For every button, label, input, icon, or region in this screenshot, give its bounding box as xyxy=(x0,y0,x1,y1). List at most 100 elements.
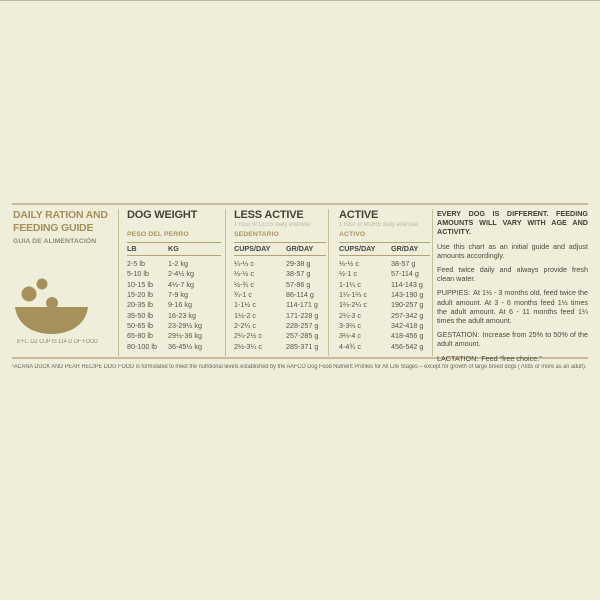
panel-title-line2: FEEDING GUIDE xyxy=(13,221,94,234)
cups-cell: 1¼-1⅔ c xyxy=(339,290,367,300)
kg-cell: 4½-7 kg xyxy=(168,279,194,289)
table-row: ½-¾ c 57-86 g xyxy=(234,280,326,290)
table-row: 15-20 lb 7-9 kg xyxy=(127,290,221,300)
image-top-edge xyxy=(0,0,600,1)
kg-cell: 2-4½ kg xyxy=(168,269,194,279)
grams-cell: 228-257 g xyxy=(286,321,319,331)
dog-bowl-kibble-icon xyxy=(15,278,88,334)
kg-cell: 9-16 kg xyxy=(168,300,192,310)
puppies-label: PUPPIES: xyxy=(437,288,471,298)
cups-cell: 2¼-2½ c xyxy=(234,331,262,341)
lb-cell: 20-35 lb xyxy=(127,300,153,310)
cups-cell: 1-1½ c xyxy=(234,300,256,310)
notes-lactation: LACTATION: Feed “free choice.” xyxy=(437,354,588,363)
grams-cell: 57-114 g xyxy=(391,269,419,279)
table-row: 80-100 lb 36-45½ kg xyxy=(127,342,221,352)
table-row: ⅓-½ c 38-57 g xyxy=(234,269,326,279)
table-row: ⅓-½ c 38-57 g xyxy=(339,259,430,269)
grams-cell: 114-143 g xyxy=(391,279,423,289)
active-exercise-note: 1 hour or MORE daily exercise xyxy=(339,222,419,228)
table-row: 1⅔-2¼ c 190-257 g xyxy=(339,300,430,310)
table-row: 1¼-1⅔ c 143-190 g xyxy=(339,290,430,300)
grams-cell: 29-38 g xyxy=(286,259,311,268)
divider-3 xyxy=(328,209,329,356)
kg-cell: 1-2 kg xyxy=(168,259,188,268)
kg-cell: 7-9 kg xyxy=(168,290,188,300)
kg-cell: 23-29½ kg xyxy=(168,321,202,331)
dog-weight-title: DOG WEIGHT xyxy=(127,209,198,221)
cups-cell: 4-4¾ c xyxy=(339,341,361,351)
table-row: 2¼-2½ c 257-285 g xyxy=(234,331,326,341)
active-rows: ⅓-½ c 38-57 g ½-1 c 57-114 g 1-1¼ c 114-143… xyxy=(339,259,430,352)
panel-title: DAILY RATION AND FEEDING GUIDE xyxy=(13,209,115,234)
cups-cell: 1½-2 c xyxy=(234,310,256,320)
less-active-subtitle-es: SEDENTARIO xyxy=(234,231,280,238)
lb-cell: 80-100 lb xyxy=(127,341,157,351)
less-active-header-row: CUPS/DAY GR/DAY xyxy=(234,242,326,256)
lb-cell: 35-50 lb xyxy=(127,310,153,320)
grams-cell: 257-342 g xyxy=(391,310,424,320)
col-header-lb: LB xyxy=(127,244,137,253)
grams-cell: 143-190 g xyxy=(391,290,424,300)
lb-cell: 15-20 lb xyxy=(127,290,153,300)
aafco-footnote: ¹ACANA DUCK AND PEAR RECIPE DOG FOOD is … xyxy=(12,364,587,370)
lb-cell: 65-80 lb xyxy=(127,331,153,341)
table-row: ¾-1 c 86-114 g xyxy=(234,290,326,300)
lactation-label: LACTATION: xyxy=(437,353,479,363)
cups-cell: 3-3⅔ c xyxy=(339,321,361,331)
gestation-label: GESTATION: xyxy=(437,330,480,340)
grams-cell: 171-228 g xyxy=(286,310,319,320)
grams-cell: 257-285 g xyxy=(286,331,319,341)
notes-puppies: PUPPIES: At 1½ - 3 months old, feed twice… xyxy=(437,288,588,325)
cups-cell: ⅓-½ c xyxy=(339,259,359,268)
top-rule xyxy=(12,203,588,205)
cups-cell: ½-1 c xyxy=(339,269,357,279)
table-row: 3⅔-4 c 418-456 g xyxy=(339,331,430,341)
table-row: 3-3⅔ c 342-418 g xyxy=(339,321,430,331)
grams-cell: 190-257 g xyxy=(391,300,424,310)
cups-cell: 2¼-3 c xyxy=(339,310,361,320)
dog-weight-header-row: LB KG xyxy=(127,242,221,256)
cups-cell: ¼-⅓ c xyxy=(234,259,254,268)
table-row: ¼-⅓ c 29-38 g xyxy=(234,259,326,269)
divider-2 xyxy=(225,209,226,356)
grams-cell: 57-86 g xyxy=(286,279,311,289)
grams-cell: 114-171 g xyxy=(286,300,318,310)
table-row: 35-50 lb 16-23 kg xyxy=(127,311,221,321)
table-row: 10-15 lb 4½-7 kg xyxy=(127,280,221,290)
table-row: 4-4¾ c 456-542 g xyxy=(339,342,430,352)
cups-cell: ⅓-½ c xyxy=(234,269,254,279)
grams-cell: 38-57 g xyxy=(391,259,416,268)
notes-gestation: GESTATION: Increase from 25% to 50% of th… xyxy=(437,330,588,348)
table-row: 20-35 lb 9-16 kg xyxy=(127,300,221,310)
lactation-text: Feed “free choice.” xyxy=(481,353,542,363)
bottom-rule xyxy=(12,357,588,359)
table-row: 50-65 lb 23-29½ kg xyxy=(127,321,221,331)
gestation-text: Increase from 25% to 50% of the adult am… xyxy=(437,330,588,349)
dog-weight-subtitle-es: PESO DEL PERRO xyxy=(127,231,189,238)
table-row: 1-1¼ c 114-143 g xyxy=(339,280,430,290)
panel-subtitle-es: GUIA DE ALIMENTACIÓN xyxy=(13,238,97,245)
table-row: 1-1½ c 114-171 g xyxy=(234,300,326,310)
notes-use-chart: Use this chart as an initial guide and a… xyxy=(437,241,588,260)
grams-cell: 342-418 g xyxy=(391,321,424,331)
notes-feed-twice: Feed twice daily and always provide fres… xyxy=(437,265,588,284)
cups-cell: 1-1¼ c xyxy=(339,279,361,289)
cups-cell: 3⅔-4 c xyxy=(339,331,361,341)
table-row: 2-2¼ c 228-257 g xyxy=(234,321,326,331)
cup-measure-caption: 8 FL. OZ CUP IS 114 G OF FOOD xyxy=(17,339,98,345)
table-row: 2-5 lb 1-2 kg xyxy=(127,259,221,269)
table-row: 2¼-3 c 257-342 g xyxy=(339,311,430,321)
puppies-text: At 1½ - 3 months old, feed twice the adu… xyxy=(437,288,588,326)
less-active-rows: ¼-⅓ c 29-38 g ⅓-½ c 38-57 g ½-¾ c 57-86 g ¾… xyxy=(234,259,326,352)
grams-cell: 456-542 g xyxy=(391,341,424,351)
grams-cell: 285-371 g xyxy=(286,341,319,351)
kg-cell: 29½-36 kg xyxy=(168,331,202,341)
less-active-title: LESS ACTIVE xyxy=(234,209,304,221)
col-header-grams: GR/DAY xyxy=(391,244,419,253)
cups-cell: 2-2¼ c xyxy=(234,321,256,331)
cups-cell: 1⅔-2¼ c xyxy=(339,300,367,310)
col-header-cups: CUPS/DAY xyxy=(339,244,376,253)
grams-cell: 38-57 g xyxy=(286,269,311,279)
